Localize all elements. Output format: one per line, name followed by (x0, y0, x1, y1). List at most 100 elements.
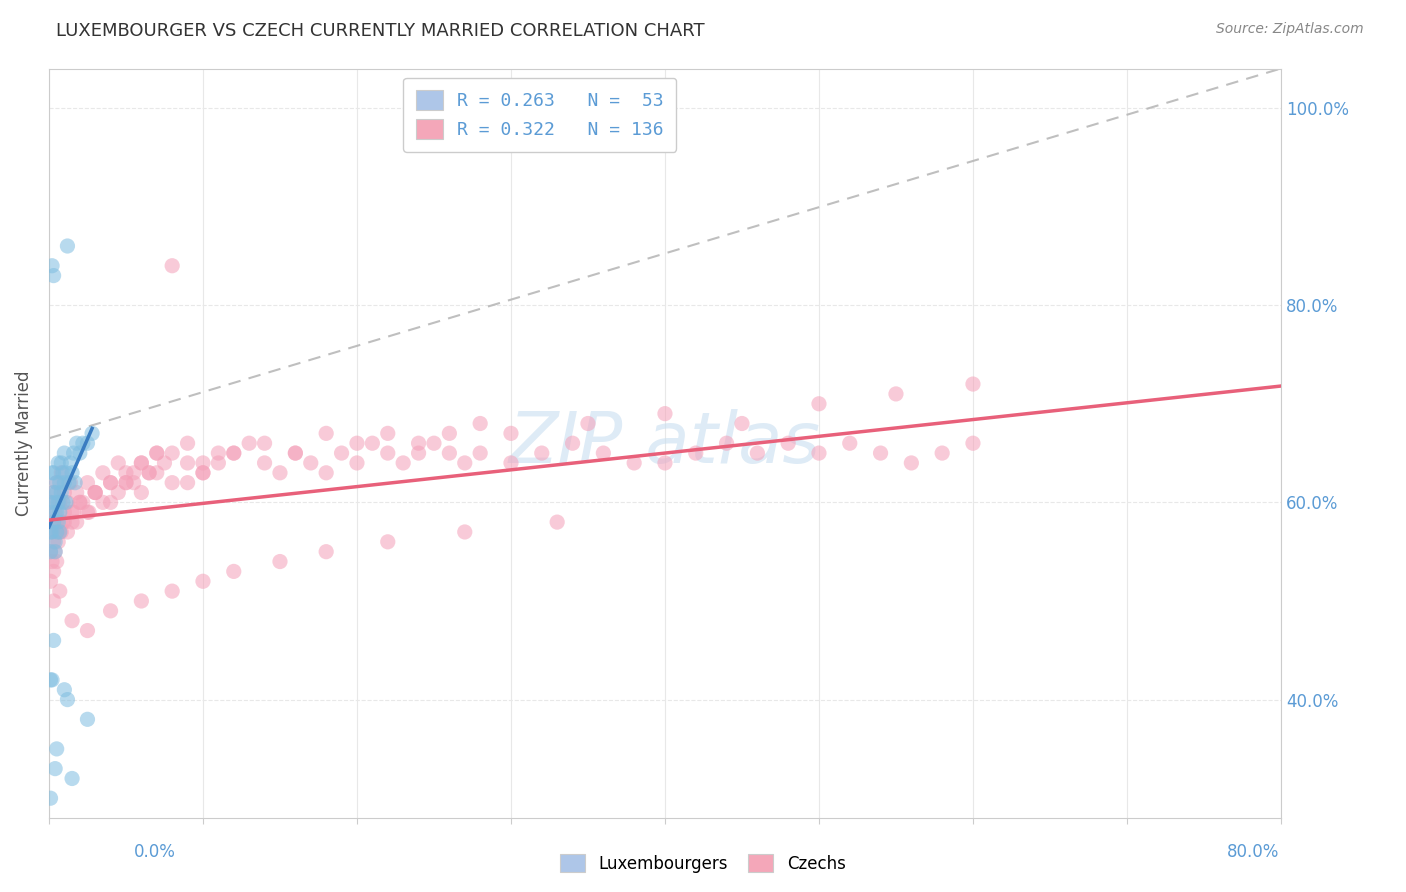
Point (361, 436, 384, 450)
Point (146, 446, 169, 460)
Point (131, 594, 153, 608)
Point (115, 475, 138, 490)
Point (48, 584, 70, 599)
Point (131, 456, 153, 470)
Point (46, 534, 69, 549)
Point (62, 446, 84, 460)
Point (160, 259, 183, 273)
Point (45, 475, 67, 490)
Point (176, 456, 198, 470)
Point (56, 239, 79, 253)
Point (115, 466, 138, 480)
Text: 80.0%: 80.0% (1227, 843, 1279, 861)
Point (42, 565, 65, 579)
Point (58, 475, 80, 490)
Point (84, 485, 107, 500)
Point (454, 456, 477, 470)
Text: ZIP atlas: ZIP atlas (509, 409, 821, 478)
Point (69, 446, 91, 460)
Point (51, 456, 73, 470)
Point (42, 534, 65, 549)
Point (869, 446, 891, 460)
Point (48, 524, 70, 539)
Point (439, 446, 461, 460)
Point (56, 524, 79, 539)
Point (153, 456, 176, 470)
Point (72, 495, 94, 509)
Point (253, 456, 276, 470)
Point (72, 436, 94, 450)
Point (346, 436, 368, 450)
Point (53, 485, 76, 500)
Point (55, 495, 77, 509)
Point (499, 456, 522, 470)
Point (66, 515, 89, 529)
Point (41, 505, 63, 519)
Point (207, 456, 229, 470)
Legend: Luxembourgers, Czechs: Luxembourgers, Czechs (554, 847, 852, 880)
Point (499, 426, 522, 441)
Point (778, 436, 800, 450)
Point (45, 555, 67, 569)
Point (44, 495, 66, 509)
Point (623, 456, 645, 470)
Point (51, 466, 73, 480)
Point (100, 475, 122, 490)
Point (838, 436, 860, 450)
Point (160, 475, 183, 490)
Point (100, 495, 122, 509)
Point (470, 417, 492, 431)
Point (59, 475, 82, 490)
Point (122, 466, 145, 480)
Point (45, 524, 67, 539)
Point (138, 466, 160, 480)
Point (315, 466, 337, 480)
Point (131, 485, 153, 500)
Point (62, 505, 84, 519)
Point (45, 742, 67, 756)
Text: LUXEMBOURGER VS CZECH CURRENTLY MARRIED CORRELATION CHART: LUXEMBOURGER VS CZECH CURRENTLY MARRIED … (56, 22, 704, 40)
Text: 0.0%: 0.0% (134, 843, 176, 861)
Point (44, 762, 66, 776)
Point (59, 456, 82, 470)
Point (42, 466, 65, 480)
Point (160, 446, 183, 460)
Point (269, 555, 291, 569)
Point (63, 475, 86, 490)
Point (654, 456, 676, 470)
Point (39, 574, 62, 589)
Point (48, 475, 70, 490)
Point (315, 544, 337, 558)
Legend: R = 0.263   N =  53, R = 0.322   N = 136: R = 0.263 N = 53, R = 0.322 N = 136 (404, 78, 676, 152)
Point (807, 397, 830, 411)
Point (45, 505, 67, 519)
Point (46, 456, 69, 470)
Point (253, 436, 276, 450)
Point (48, 495, 70, 509)
Point (138, 466, 160, 480)
Point (561, 436, 583, 450)
Point (46, 524, 69, 539)
Point (48, 524, 70, 539)
Point (160, 584, 183, 599)
Point (41, 555, 63, 569)
Point (77, 505, 100, 519)
Point (530, 446, 553, 460)
Point (69, 495, 91, 509)
Point (346, 456, 368, 470)
Point (45, 515, 67, 529)
Point (100, 604, 122, 618)
Point (52, 515, 75, 529)
Point (39, 791, 62, 805)
Point (44, 544, 66, 558)
Point (41, 524, 63, 539)
Point (66, 485, 89, 500)
Point (84, 485, 107, 500)
Y-axis label: Currently Married: Currently Married (15, 370, 32, 516)
Point (176, 436, 198, 450)
Point (91, 495, 114, 509)
Point (39, 524, 62, 539)
Point (654, 407, 676, 421)
Point (45, 485, 67, 500)
Point (408, 436, 430, 450)
